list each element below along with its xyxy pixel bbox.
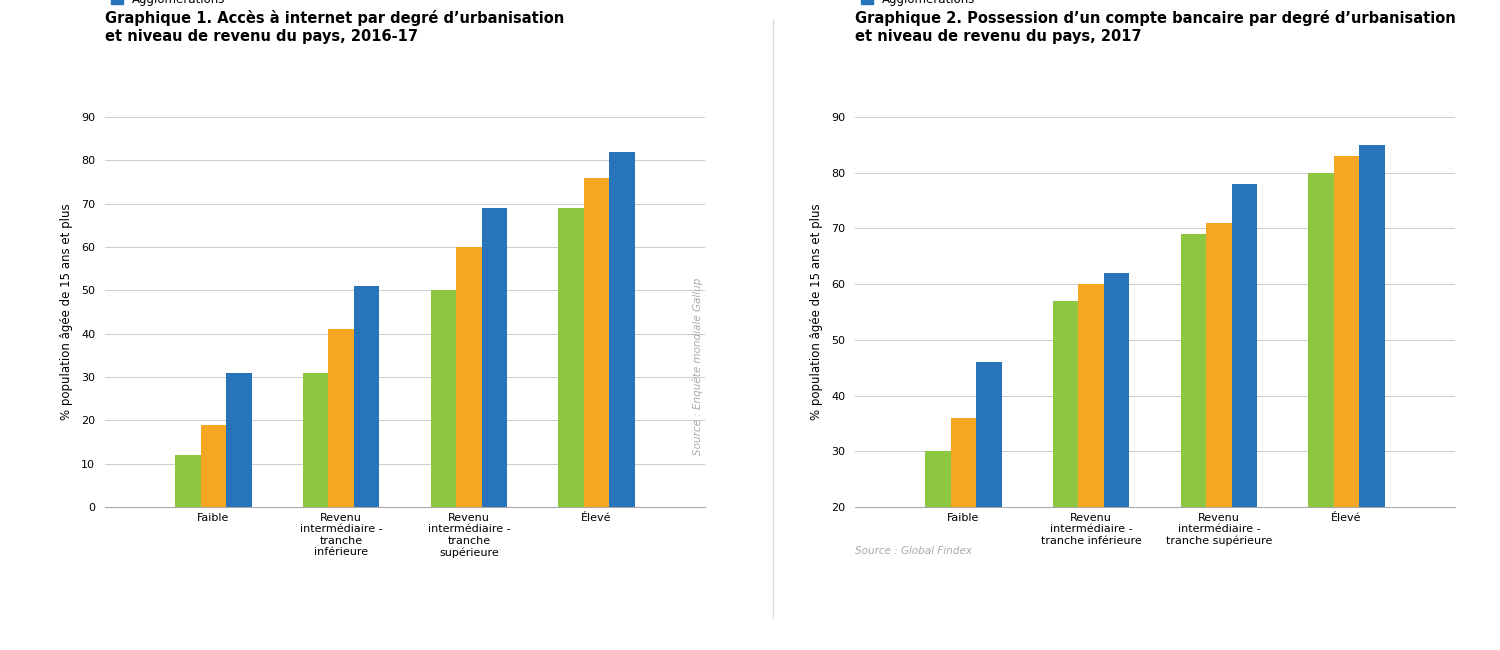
Text: Graphique 2. Possession d’un compte bancaire par degré d’urbanisation
et niveau : Graphique 2. Possession d’un compte banc…: [855, 10, 1455, 44]
Bar: [951, 418, 976, 618]
Legend: Zones rurales, Villes et zones à densité intermédiaire, Agglomérations: Zones rurales, Villes et zones à densité…: [861, 0, 1110, 6]
Bar: [482, 208, 507, 507]
Text: Source : Global Findex: Source : Global Findex: [855, 546, 972, 556]
Legend: Zones rurales, Villes et zones à densité intermédiaire, Agglomérations: Zones rurales, Villes et zones à densité…: [111, 0, 360, 6]
Bar: [303, 372, 328, 507]
Bar: [328, 330, 354, 507]
Bar: [926, 451, 951, 618]
Bar: [1180, 234, 1206, 618]
Bar: [1232, 184, 1257, 618]
Bar: [430, 291, 456, 507]
Text: Graphique 1. Accès à internet par degré d’urbanisation
et niveau de revenu du pa: Graphique 1. Accès à internet par degré …: [105, 10, 564, 44]
Bar: [609, 151, 634, 507]
Bar: [558, 208, 584, 507]
Text: Source : Enquête mondiale Gallup: Source : Enquête mondiale Gallup: [692, 278, 702, 455]
Bar: [456, 247, 482, 507]
Bar: [201, 424, 226, 507]
Bar: [1359, 145, 1384, 618]
Y-axis label: % population âgée de 15 ans et plus: % population âgée de 15 ans et plus: [810, 203, 824, 421]
Y-axis label: % population âgée de 15 ans et plus: % population âgée de 15 ans et plus: [60, 203, 74, 421]
Bar: [1206, 223, 1231, 618]
Bar: [176, 455, 201, 507]
Bar: [976, 362, 1002, 618]
Bar: [1308, 173, 1334, 618]
Bar: [354, 286, 380, 507]
Bar: [1078, 284, 1104, 618]
Bar: [584, 177, 609, 507]
Bar: [1104, 273, 1130, 618]
Bar: [1053, 301, 1078, 618]
Bar: [1334, 156, 1359, 618]
Bar: [226, 372, 252, 507]
